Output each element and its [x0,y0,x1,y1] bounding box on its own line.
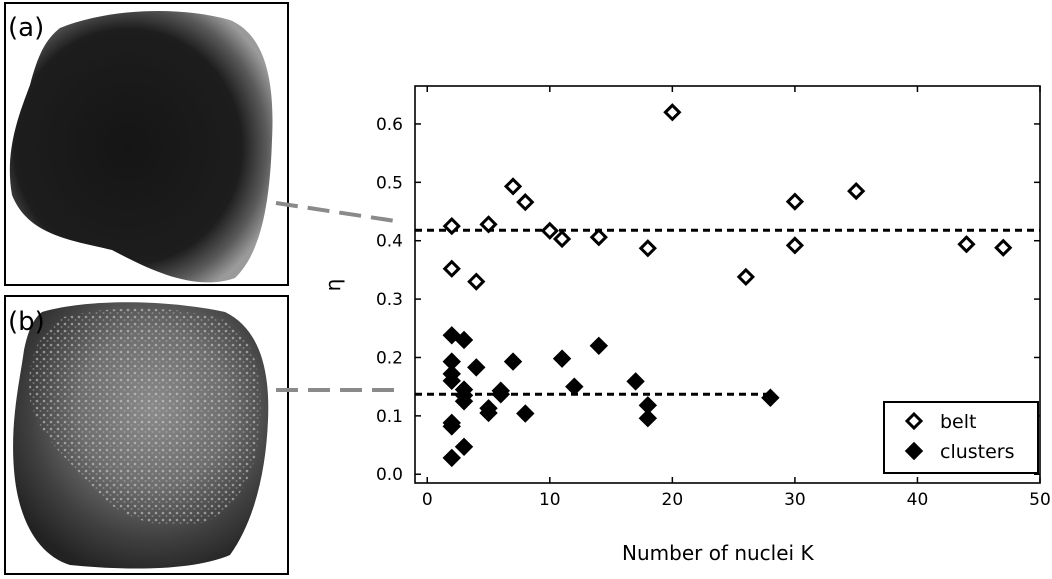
y-tick-label: 0.5 [376,173,403,193]
point-clusters [442,326,461,345]
point-belt [442,259,461,278]
x-tick-label: 20 [662,490,684,510]
point-belt [442,216,461,236]
connector-belt [275,201,403,224]
point-clusters [454,392,474,411]
legend-label-clusters: clusters [940,441,1015,463]
point-clusters [454,437,474,457]
point-clusters [479,403,498,423]
panel-b-speckle [29,308,261,526]
point-belt [847,181,866,201]
y-axis-ticks: 0.0 0.1 0.2 0.3 0.4 0.5 0.6 [376,115,1040,485]
panel-a-label: (a) [8,13,44,43]
panel-b-label: (b) [8,307,45,337]
panel-b: (b) [4,295,289,575]
y-tick-label: 0.3 [376,290,403,310]
scatter-plot: 0.0 0.1 0.2 0.3 0.4 0.5 0.6 0 10 20 30 40 50 Number… [321,85,1051,565]
point-clusters [467,358,486,377]
point-belt [540,221,559,240]
panel-a: (a) [4,2,289,286]
y-axis-label: η [321,279,345,292]
point-belt [516,193,535,212]
legend-items [904,411,924,461]
point-clusters [442,371,461,391]
point-belt [663,103,682,122]
point-belt [552,229,572,249]
x-axis-ticks: 0 10 20 30 40 50 [422,86,1051,510]
y-tick-label: 0.4 [376,232,403,252]
legend-box [883,401,1039,474]
point-clusters [454,330,474,350]
point-clusters [491,385,510,404]
point-belt [589,228,608,247]
point-clusters [516,404,535,423]
point-belt [479,215,498,234]
point-clusters [503,352,523,371]
point-belt [503,177,523,196]
point-clusters [565,377,584,396]
y-tick-label: 0.6 [376,115,403,135]
legend: belt clusters [883,401,1039,474]
y-tick-label: 0.2 [376,348,403,368]
y-tick-label: 0.1 [376,407,403,427]
legend-marker-clusters [904,441,924,461]
point-belt [957,235,976,254]
point-belt [994,238,1013,257]
point-clusters [589,336,609,356]
legend-label-belt: belt [940,411,976,433]
plot-frame [414,85,1041,484]
point-clusters [626,372,645,391]
point-clusters [442,448,461,468]
x-tick-label: 50 [1029,490,1051,510]
y-tick-label: 0.0 [376,465,403,485]
x-tick-label: 0 [422,490,433,510]
point-clusters [552,349,572,368]
point-belt [638,239,657,258]
point-belt [785,192,805,211]
panel-a-frame [4,2,289,286]
point-clusters [442,417,461,436]
point-clusters [761,388,780,407]
legend-marker-belt [904,411,924,431]
panel-a-colony-image [9,10,273,283]
panel-b-frame [4,295,289,575]
point-belt [467,272,486,291]
x-tick-label: 40 [907,490,929,510]
data-markers [442,103,1013,468]
x-tick-label: 30 [784,490,806,510]
x-axis-label: Number of nuclei K [622,541,814,565]
point-belt [785,236,805,255]
x-tick-label: 10 [539,490,561,510]
point-belt [736,267,756,287]
point-clusters [638,408,658,428]
reference-lines [415,228,1040,396]
